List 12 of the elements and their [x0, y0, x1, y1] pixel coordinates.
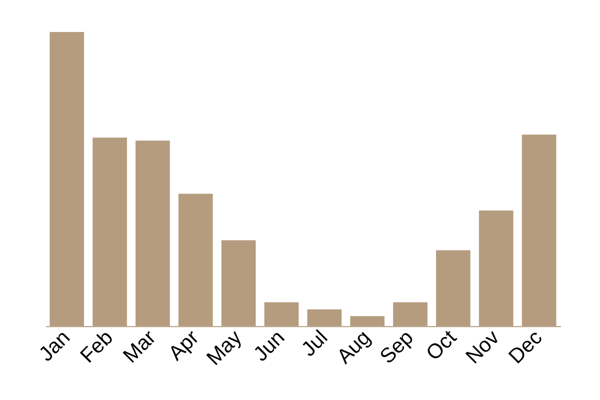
x-tick-label: Sep — [376, 326, 418, 368]
x-tick-label: Oct — [422, 326, 462, 366]
x-tick-label: Mar — [118, 326, 161, 368]
x-tick-label: Jun — [249, 326, 290, 366]
x-tick-label: Feb — [76, 326, 118, 368]
x-tick-label: Nov — [462, 326, 504, 368]
x-tick-label: Jan — [34, 326, 75, 366]
x-tick-label: Aug — [332, 326, 376, 368]
x-tick-label: May — [202, 326, 247, 370]
x-tick-label: Apr — [164, 326, 204, 366]
x-tick-label: Jul — [297, 326, 332, 361]
x-tick-label: Dec — [504, 326, 547, 368]
